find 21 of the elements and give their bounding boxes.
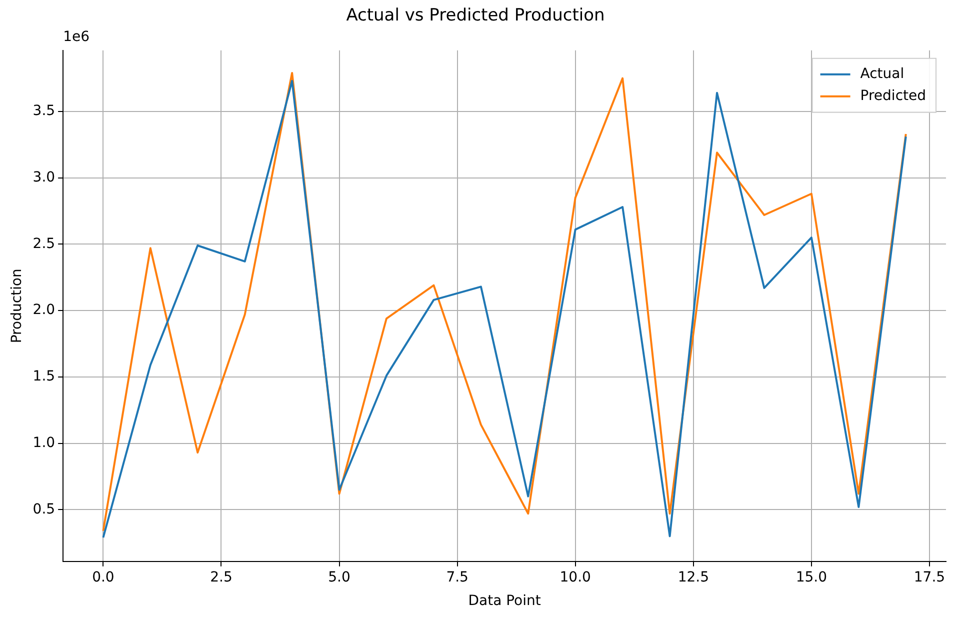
y-tick-label: 1.5 (32, 368, 56, 385)
y-axis-title: Production (9, 268, 26, 344)
x-tick-label: 17.5 (914, 569, 946, 586)
y-tick-label: 2.0 (32, 302, 56, 318)
x-tick-label: 7.5 (446, 569, 468, 586)
y-tick-label: 2.5 (32, 236, 56, 252)
x-tick-label: 12.5 (678, 569, 709, 586)
y-tick-label: 3.5 (32, 103, 56, 120)
legend-label: Actual (860, 66, 904, 82)
x-tick-label: 2.5 (210, 569, 232, 586)
x-tick-label: 0.0 (92, 569, 114, 586)
legend-label: Predicted (860, 88, 926, 104)
y-tick-label: 3.0 (32, 169, 56, 186)
y-tick-label: 1.0 (32, 434, 56, 451)
text: 1e6 (63, 29, 90, 46)
chart-title: Actual vs Predicted Production (346, 6, 605, 26)
x-tick-label: 5.0 (328, 569, 350, 586)
x-axis-title: Data Point (468, 593, 542, 610)
x-tick-label: 10.0 (560, 569, 591, 586)
y-tick-label: 0.5 (32, 501, 56, 518)
x-tick-label: 15.0 (796, 569, 828, 586)
